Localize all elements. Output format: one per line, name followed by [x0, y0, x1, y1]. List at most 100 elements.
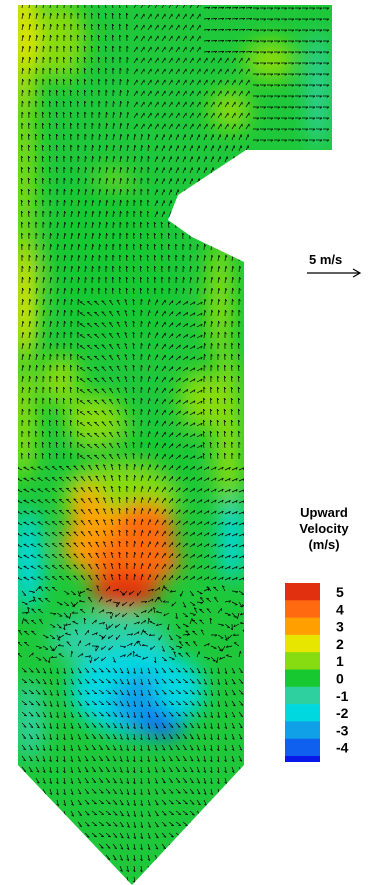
velocity-vector-head [35, 111, 38, 115]
velocity-vector-head [88, 475, 91, 478]
velocity-vector [245, 640, 250, 647]
velocity-vector [63, 590, 70, 595]
velocity-vector [42, 656, 48, 662]
velocity-vector-head [35, 430, 38, 434]
velocity-vector [35, 299, 38, 306]
velocity-vector-head [65, 616, 69, 618]
velocity-vector-head [312, 95, 316, 98]
velocity-vector-head [242, 29, 246, 32]
velocity-vector-head [78, 737, 81, 740]
velocity-vector [62, 90, 65, 97]
velocity-vector [175, 13, 180, 20]
velocity-vector-head [123, 646, 127, 649]
velocity-vector-head [49, 408, 52, 412]
velocity-vector-head [44, 660, 48, 662]
velocity-vector [168, 766, 173, 773]
velocity-vector-head [35, 386, 38, 390]
velocity-vector-head [76, 89, 80, 93]
velocity-vector [79, 367, 86, 372]
velocity-vector [231, 612, 237, 618]
velocity-vector [124, 623, 128, 630]
velocity-vector-head [50, 232, 53, 236]
velocity-vector [56, 766, 59, 773]
velocity-vector-head [119, 210, 122, 214]
velocity-vector-head [34, 452, 38, 456]
velocity-vector-head [177, 627, 181, 629]
velocity-vector [86, 345, 93, 350]
velocity-vector [231, 555, 238, 559]
velocity-vector-head [76, 397, 80, 401]
velocity-vector [231, 678, 236, 685]
velocity-vector [210, 755, 213, 762]
velocity-vector-head [112, 254, 115, 258]
velocity-vector-head [155, 715, 159, 718]
velocity-vector [154, 744, 158, 751]
velocity-vector-head [235, 18, 239, 21]
velocity-vector-head [77, 430, 80, 434]
velocity-vector-head [291, 117, 295, 120]
velocity-vector [210, 57, 215, 64]
velocity-vector-head [203, 353, 206, 357]
velocity-vector [231, 244, 234, 251]
velocity-vector [175, 134, 179, 141]
velocity-vector [21, 13, 24, 20]
velocity-vector-head [92, 177, 95, 181]
velocity-vector-head [221, 576, 224, 580]
velocity-vector [139, 244, 142, 251]
velocity-vector [154, 178, 158, 185]
velocity-vector-head [218, 254, 221, 258]
velocity-vector-head [103, 563, 106, 566]
velocity-vector [76, 398, 79, 405]
velocity-vector-head [218, 243, 221, 247]
velocity-vector [98, 755, 103, 762]
velocity-vector [98, 232, 100, 240]
velocity-vector [112, 111, 114, 119]
velocity-vector [210, 266, 213, 273]
velocity-vector [84, 711, 90, 717]
velocity-vector-head [50, 331, 53, 335]
velocity-vector [245, 667, 251, 673]
velocity-vector [224, 623, 231, 628]
velocity-vector [168, 123, 173, 130]
velocity-vector-head [217, 704, 220, 708]
velocity-vector [224, 521, 231, 526]
velocity-vector [168, 744, 173, 751]
velocity-vector-head [36, 298, 39, 302]
velocity-vector [118, 265, 121, 273]
velocity-vector [231, 689, 236, 696]
velocity-vector-head [147, 276, 150, 280]
velocity-vector-head [221, 466, 224, 470]
velocity-vector [140, 112, 145, 119]
velocity-vector-head [200, 356, 203, 360]
velocity-vector-head [116, 310, 120, 313]
velocity-vector-head [246, 759, 250, 762]
velocity-vector [28, 733, 33, 740]
velocity-vector-head [64, 298, 67, 302]
velocity-vector-head [245, 298, 248, 302]
velocity-vector [210, 565, 217, 570]
velocity-vector [49, 678, 53, 685]
velocity-vector [86, 455, 93, 460]
velocity-vector-head [244, 386, 248, 390]
velocity-vector-head [92, 606, 95, 610]
velocity-vector [77, 744, 81, 751]
velocity-vector [161, 5, 166, 9]
velocity-vector [147, 299, 150, 306]
velocity-vector-head [189, 221, 192, 225]
velocity-vector-head [120, 682, 124, 685]
velocity-vector [84, 678, 90, 684]
velocity-vector-head [235, 29, 239, 32]
velocity-vector [182, 5, 187, 9]
velocity-vector [44, 499, 51, 504]
velocity-vector [41, 419, 44, 427]
velocity-vector [182, 57, 187, 64]
velocity-vector [238, 478, 245, 482]
velocity-vector [245, 522, 252, 526]
velocity-vector [102, 464, 107, 471]
velocity-vector [147, 79, 152, 86]
velocity-vector-head [245, 408, 248, 412]
velocity-vector-head [197, 759, 200, 762]
velocity-vector-head [76, 386, 80, 390]
velocity-vector [147, 398, 150, 405]
velocity-vector-head [134, 562, 137, 566]
